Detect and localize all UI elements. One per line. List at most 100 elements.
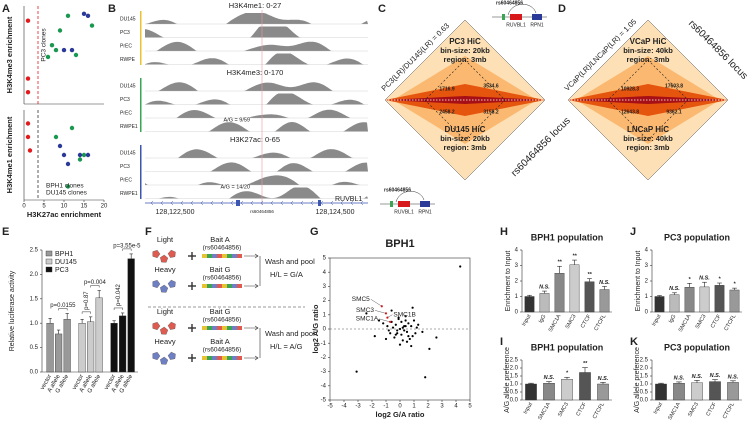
significance: N.S.: [699, 276, 710, 282]
gene-box: [510, 14, 522, 20]
bar: [599, 289, 610, 313]
x-tick-label: CTCFL: [593, 314, 607, 332]
legend-label: BPH1 clones: [46, 183, 84, 190]
dna-bait: [232, 284, 237, 288]
error-bar: [582, 367, 588, 373]
strand-arrow: [260, 200, 264, 206]
x-tick-label: CTCF: [705, 401, 718, 417]
significance: N.S.: [710, 373, 721, 379]
legend-swatch: [45, 258, 53, 265]
strand-arrow: [200, 200, 204, 206]
significance: *: [688, 277, 691, 283]
error-bar: [542, 290, 547, 294]
bar: [110, 323, 118, 373]
point: [404, 315, 407, 318]
y-tick-label: 3: [323, 284, 327, 290]
y-tick-label: 5: [323, 256, 327, 262]
x-tick-label: Input: [653, 401, 665, 415]
p-value: p=0.004: [84, 280, 107, 286]
point: [417, 323, 420, 326]
bar: [561, 379, 573, 401]
point: [53, 47, 59, 53]
error-bar: [732, 287, 737, 290]
protein-icon: [160, 326, 169, 335]
x-axis-label: H3K27ac enrichment: [27, 210, 102, 219]
exon: [236, 200, 240, 206]
legend-label: PC3: [55, 267, 69, 274]
comparison-bracket: [81, 311, 91, 314]
point: [25, 76, 31, 81]
track-label: PC3: [120, 164, 130, 170]
y-axis-label: log2 A/G ratio: [311, 304, 320, 353]
error-bar: [112, 320, 116, 324]
signal-track: [145, 26, 368, 38]
x-tick-label: 0: [22, 204, 26, 210]
result-label: H/L = G/A: [270, 270, 303, 279]
error-bar: [48, 318, 52, 324]
dna-bait: [222, 356, 227, 360]
point: [405, 340, 409, 343]
error-bar: [528, 382, 534, 384]
snp-mark: [502, 14, 505, 20]
dna-bait: [217, 326, 222, 330]
track-label: RWPE1: [120, 191, 138, 197]
point: [77, 157, 83, 162]
strand-arrow: [350, 200, 354, 206]
dna-bait: [202, 326, 207, 330]
dna-bait: [212, 326, 217, 330]
legend-label: DU145: [55, 259, 77, 266]
significance: *: [718, 276, 721, 282]
point: [373, 335, 376, 338]
point: [393, 336, 396, 339]
signal-track: [145, 93, 368, 105]
track-label: DU145: [120, 16, 136, 22]
dna-bait: [222, 254, 227, 258]
point: [414, 332, 417, 335]
point: [459, 265, 462, 268]
error-bar: [120, 312, 125, 316]
significance: N.S.: [598, 376, 609, 382]
x-tick-label: SMC1A: [667, 401, 682, 421]
snp-label: rs60464856: [496, 0, 523, 6]
error-bar: [687, 283, 692, 288]
point: [401, 326, 404, 329]
x-tick-label: CTCF: [710, 313, 723, 329]
error-bar: [557, 265, 562, 274]
point: [405, 330, 409, 333]
y-tick-label: 2.5: [30, 248, 39, 254]
point: [57, 143, 63, 149]
point: [389, 332, 392, 335]
error-bar: [676, 381, 682, 384]
y-tick-label: 1.0: [30, 321, 39, 327]
panel-label: I: [500, 336, 503, 348]
gene-name: RUVBL1: [394, 209, 414, 215]
x-tick-label: Input: [651, 313, 663, 327]
x-tick-label: -4: [341, 404, 347, 410]
x-tick-label: 0: [398, 404, 402, 410]
point: [412, 319, 416, 322]
strand-arrow: [300, 200, 304, 206]
label-type: Light: [157, 307, 174, 316]
exon: [318, 200, 321, 206]
y-axis-label: Enrichment to Input: [635, 251, 642, 312]
panel-label: E: [2, 226, 9, 238]
x-tick-label: 10: [61, 204, 68, 210]
significance: **: [587, 272, 592, 278]
point: [49, 43, 55, 48]
bar: [684, 287, 695, 313]
bar: [673, 383, 685, 401]
arrow: [244, 283, 259, 289]
y-axis-label: A/G allele preference: [634, 347, 641, 413]
hic-map: [385, 96, 545, 104]
y-tick-label: 2.5: [640, 358, 649, 364]
significance: **: [572, 254, 577, 260]
strand-arrow: [330, 200, 334, 206]
signal-track: [145, 122, 368, 132]
bar: [597, 383, 609, 401]
track-label: PrEC: [120, 43, 132, 49]
bar: [554, 273, 565, 313]
panel-label: G: [310, 226, 319, 238]
y-tick-label: 2: [323, 298, 327, 304]
y-tick-label: 0.5: [510, 390, 519, 396]
dna-bait: [212, 254, 217, 258]
